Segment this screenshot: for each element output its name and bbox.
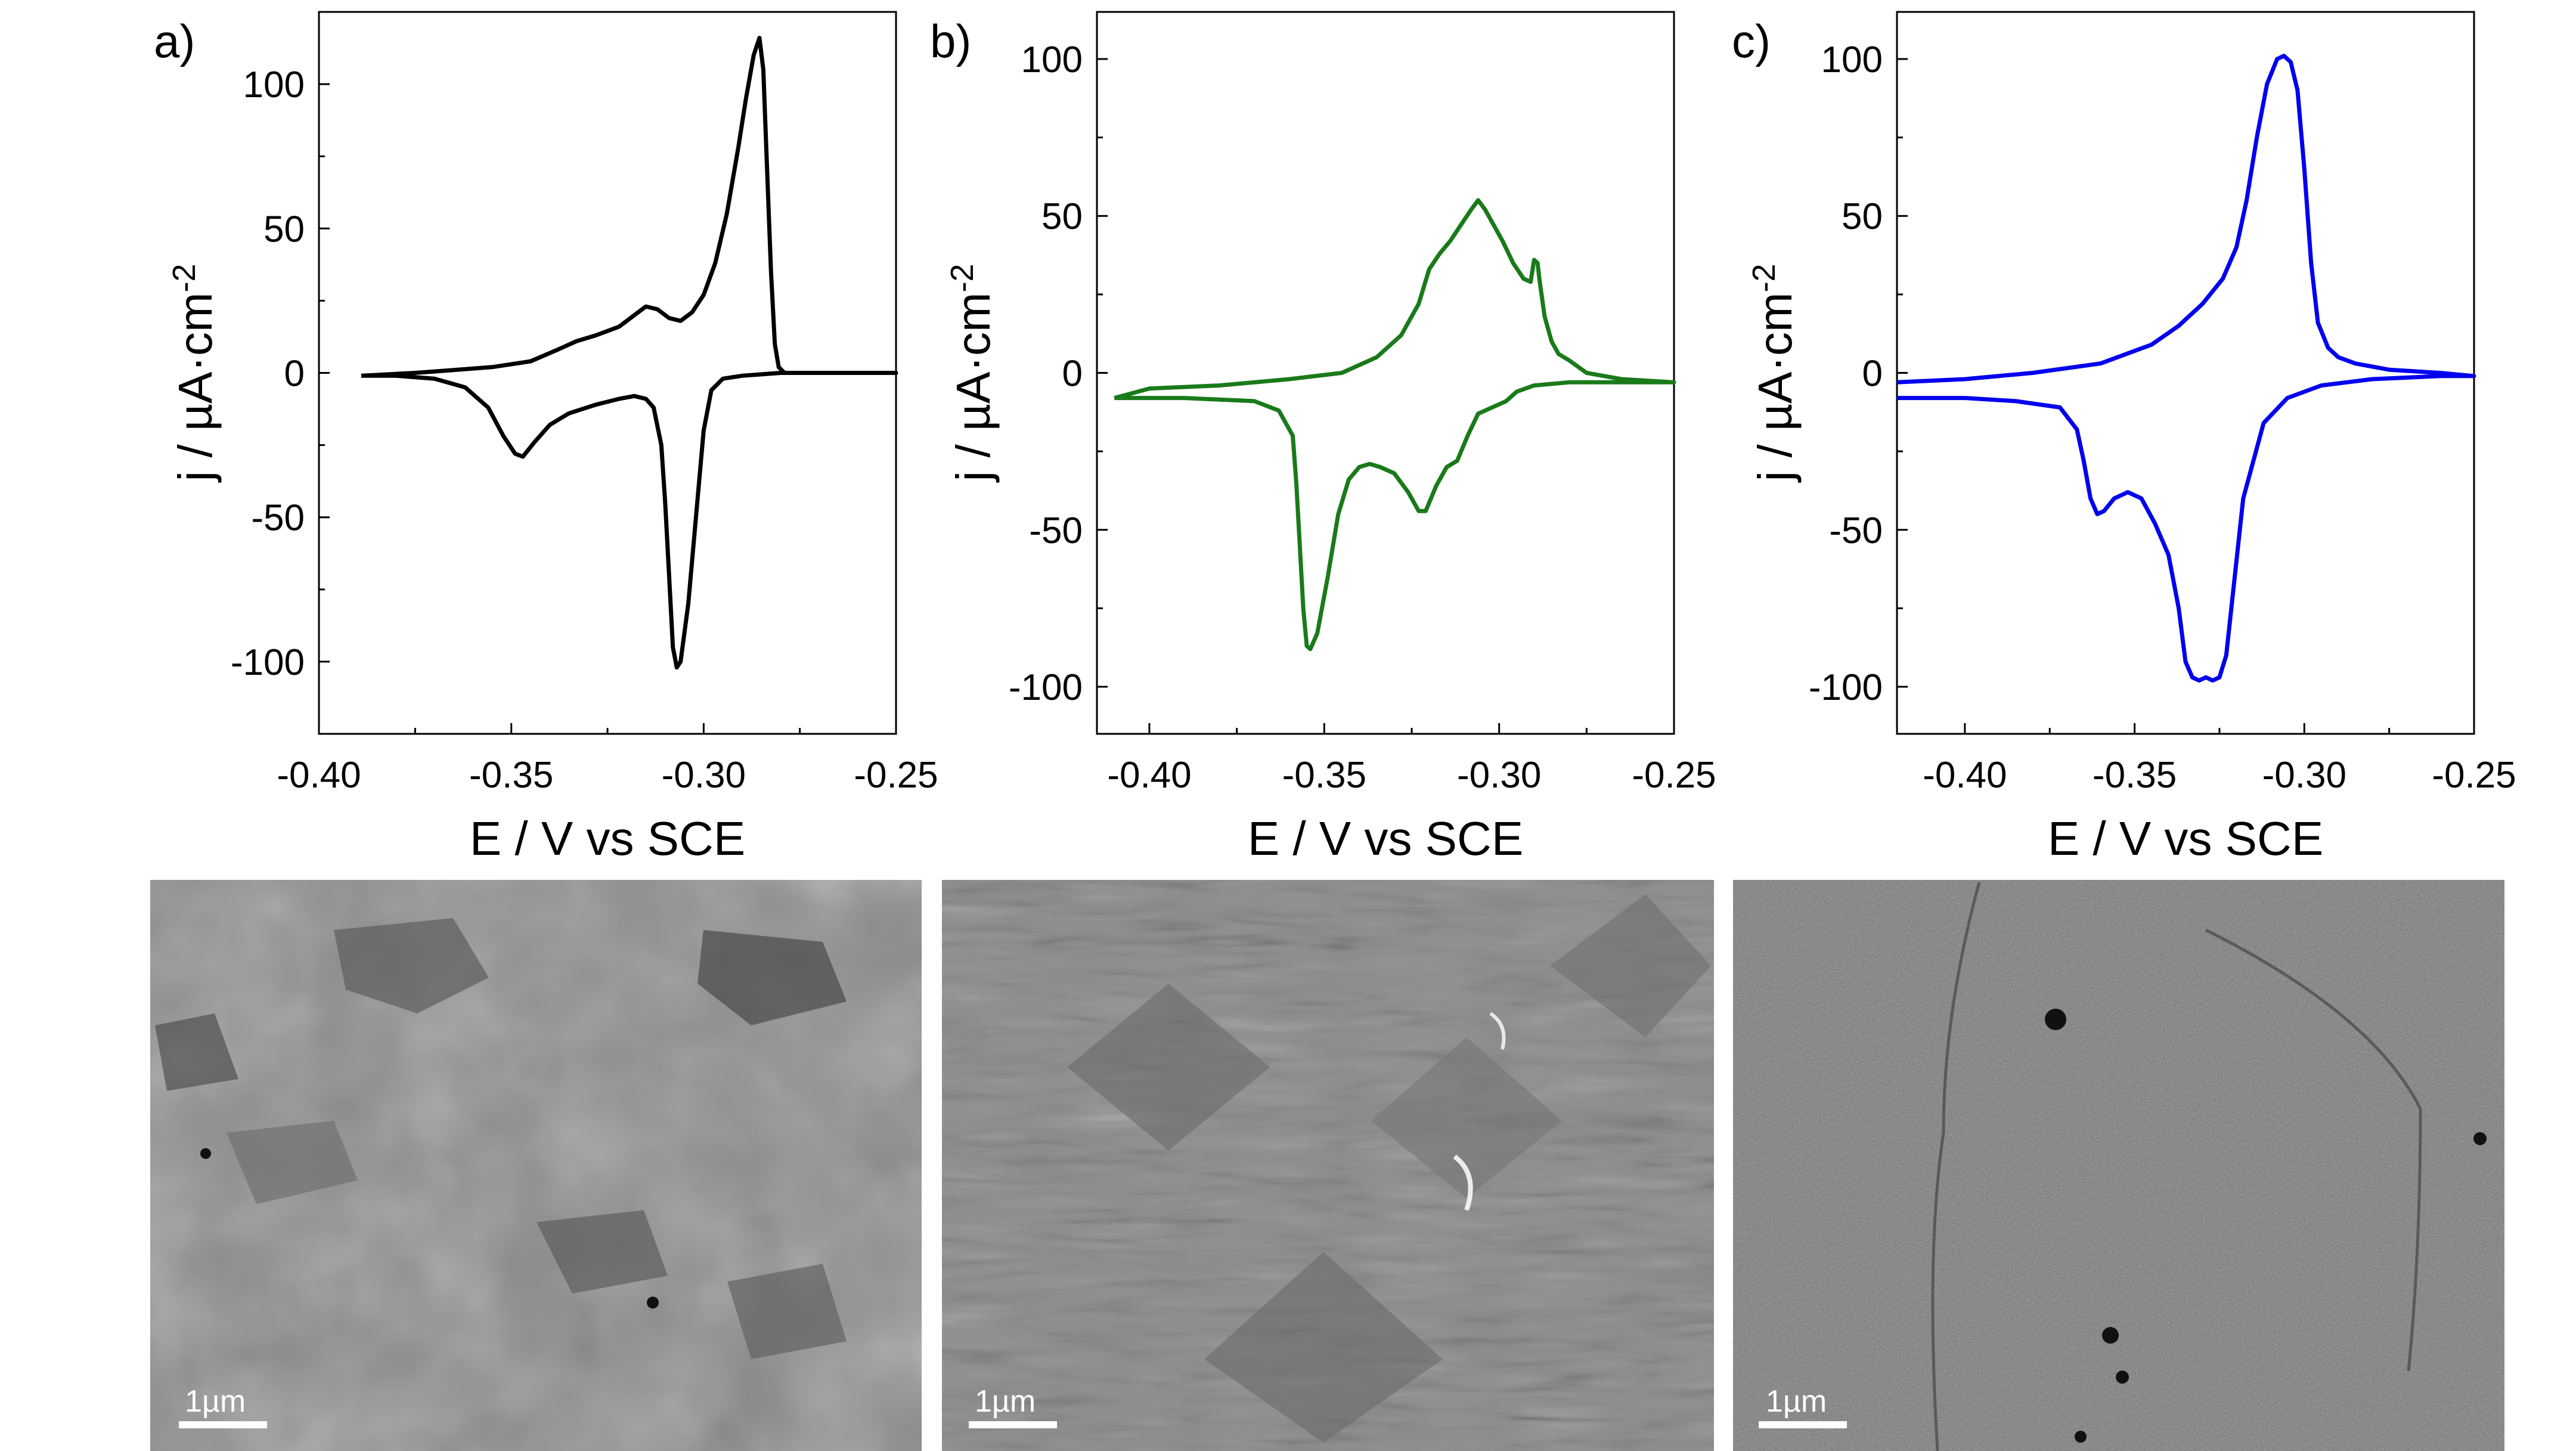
chart-a-ytick-label: 0 [284, 354, 305, 395]
chart-a-series-line [361, 36, 898, 670]
chart-b-ytick-label: 0 [1062, 354, 1083, 395]
chart-a-ytick-label: 50 [264, 209, 305, 250]
panel-label-b: b) [930, 15, 971, 67]
chart-b-xtick-label: -0.35 [1282, 755, 1366, 796]
panel-a: a) -0.40 -0.35 -0.30 -0.25 100 50 0 -50 -100 E … [154, 11, 938, 865]
chart-c-yticks: 100 50 0 -50 -100 [1809, 39, 1908, 708]
chart-b-xtick-label: -0.40 [1107, 755, 1191, 796]
chart-a-xlabel: E / V vs SCE [470, 812, 745, 865]
chart-a-xtick-label: -0.30 [662, 755, 746, 796]
chart-c-ylabel: j / µA·cm-2 [1746, 263, 1802, 482]
chart-b-xtick-label: -0.30 [1457, 755, 1541, 796]
chart-b-ytick-label: 50 [1041, 196, 1083, 237]
chart-c-plot: -0.40 -0.35 -0.30 -0.25 100 50 0 -50 -100 [1809, 11, 2516, 796]
chart-a-ytick-label: -100 [231, 642, 305, 683]
chart-c-xtick-label: -0.40 [1923, 755, 2007, 796]
chart-a-plot: -0.40 -0.35 -0.30 -0.25 100 50 0 -50 -100 [231, 11, 938, 796]
chart-a-yticks: 100 50 0 -50 -100 [231, 64, 330, 683]
sem-image-a: 1µm [150, 880, 922, 1451]
chart-b-ylabel: j / µA·cm-2 [944, 263, 1000, 482]
sem-image-c: 1µm [1733, 880, 2504, 1451]
chart-b-ytick-label: -50 [1029, 510, 1083, 551]
chart-c-xtick-label: -0.35 [2093, 755, 2177, 796]
chart-c-ytick-label: 100 [1821, 39, 1883, 80]
chart-a-ytick-label: 100 [243, 64, 305, 106]
scale-bar-label-b: 1µm [975, 1384, 1036, 1419]
chart-c-ytick-label: -100 [1809, 667, 1883, 708]
scale-bar-c [1759, 1421, 1847, 1428]
chart-b-xticks: -0.40 -0.35 -0.30 -0.25 [1107, 723, 1716, 796]
chart-c-xlabel: E / V vs SCE [2048, 812, 2323, 865]
scale-bar-b [969, 1421, 1057, 1428]
chart-c-xtick-label: -0.30 [2262, 755, 2346, 796]
scale-bar-label-a: 1µm [185, 1384, 246, 1419]
chart-a-ylabel: j / µA·cm-2 [166, 263, 222, 482]
chart-c-ytick-label: 0 [1862, 354, 1883, 395]
chart-b-ytick-label: -100 [1009, 667, 1083, 708]
scale-bar-a [179, 1421, 267, 1428]
panel-b: b) -0.40 -0.35 -0.30 -0.25 100 50 0 -50 -100 E … [930, 11, 1716, 865]
chart-c-series-line [1896, 54, 2476, 683]
chart-a-xtick-label: -0.25 [854, 755, 938, 796]
chart-a-xtick-label: -0.40 [277, 755, 361, 796]
chart-c-ytick-label: -50 [1829, 510, 1883, 551]
chart-b-yticks: 100 50 0 -50 -100 [1009, 39, 1108, 708]
chart-c-frame [1896, 11, 2475, 735]
chart-c-ytick-label: 50 [1842, 196, 1883, 237]
chart-a-ytick-label: -50 [251, 498, 305, 539]
chart-b-series-line [1114, 198, 1676, 652]
chart-b-ytick-label: 100 [1021, 39, 1083, 80]
chart-c-xtick-label: -0.25 [2432, 755, 2516, 796]
chart-a-xticks: -0.40 -0.35 -0.30 -0.25 [277, 723, 938, 796]
chart-b-plot: -0.40 -0.35 -0.30 -0.25 100 50 0 -50 -100 [1009, 11, 1716, 796]
panel-c: c) -0.40 -0.35 -0.30 -0.25 100 50 0 -50 -100 E … [1732, 11, 2516, 865]
chart-c-xticks: -0.40 -0.35 -0.30 -0.25 [1923, 723, 2516, 796]
chart-b-xtick-label: -0.25 [1632, 755, 1716, 796]
panel-label-a: a) [154, 15, 195, 67]
chart-b-xlabel: E / V vs SCE [1248, 812, 1523, 865]
panel-label-c: c) [1732, 15, 1771, 67]
sem-image-b: 1µm [942, 880, 1714, 1451]
scale-bar-label-c: 1µm [1766, 1384, 1827, 1419]
chart-a-xtick-label: -0.35 [469, 755, 553, 796]
